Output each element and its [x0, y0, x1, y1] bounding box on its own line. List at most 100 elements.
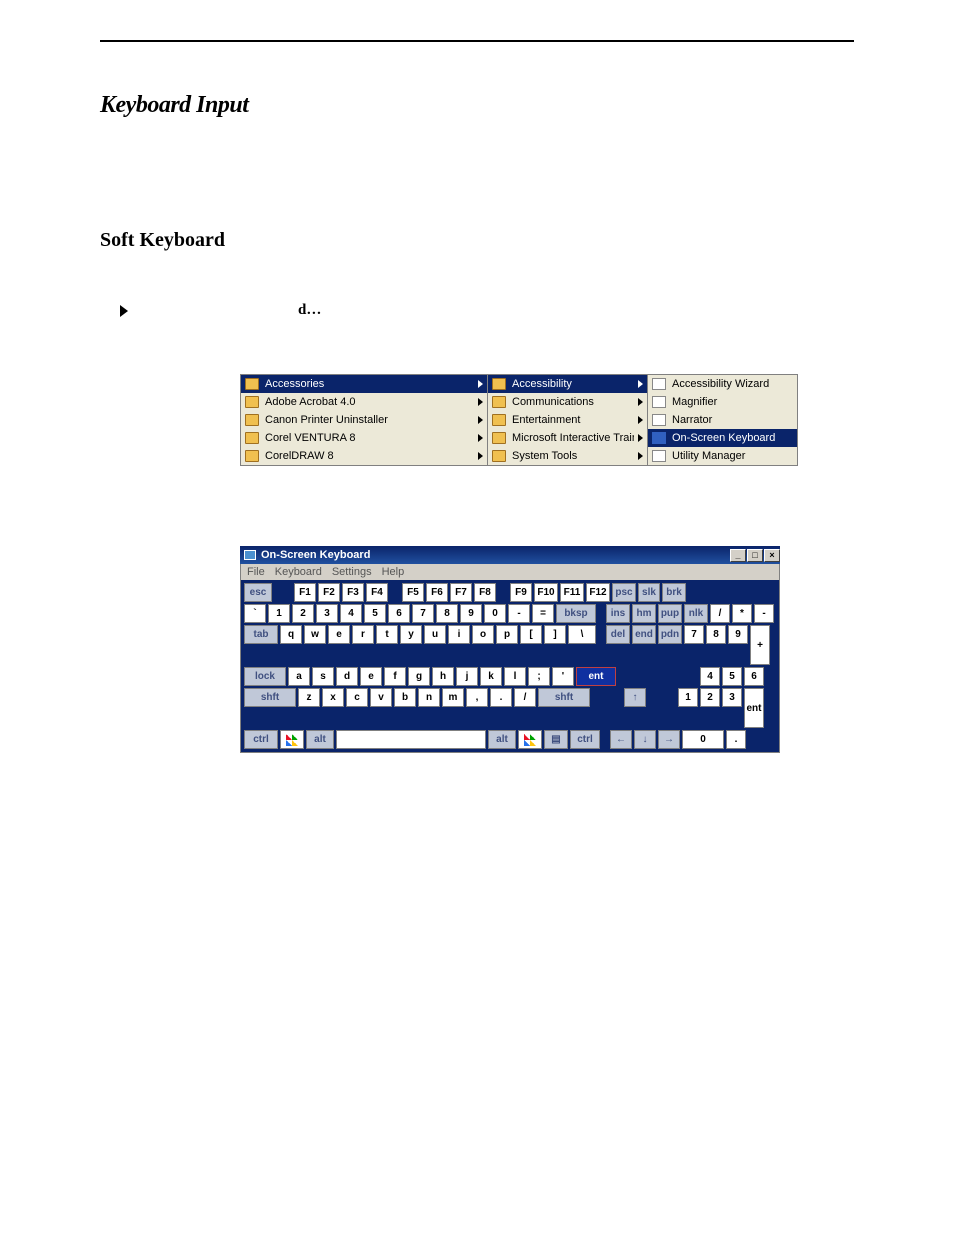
- key-bksp[interactable]: bksp: [556, 604, 596, 623]
- key-symbol[interactable]: .: [726, 730, 746, 749]
- key-symbol[interactable]: -: [508, 604, 530, 623]
- key-7[interactable]: 7: [412, 604, 434, 623]
- key-8[interactable]: 8: [436, 604, 458, 623]
- key-1[interactable]: 1: [268, 604, 290, 623]
- key-brk[interactable]: brk: [662, 583, 686, 602]
- key-F3[interactable]: F3: [342, 583, 364, 602]
- key-tab[interactable]: tab: [244, 625, 278, 644]
- key-symbol[interactable]: \: [568, 625, 596, 644]
- menu-item[interactable]: Corel VENTURA 8: [241, 429, 487, 447]
- key-ctrl[interactable]: ctrl: [244, 730, 278, 749]
- key-6[interactable]: 6: [744, 667, 764, 686]
- key-F11[interactable]: F11: [560, 583, 584, 602]
- minimize-button[interactable]: _: [730, 549, 746, 562]
- key-alt[interactable]: alt: [306, 730, 334, 749]
- key-2[interactable]: 2: [292, 604, 314, 623]
- osk-menu-item[interactable]: Help: [382, 566, 405, 578]
- key-8[interactable]: 8: [706, 625, 726, 644]
- key-F1[interactable]: F1: [294, 583, 316, 602]
- key-9[interactable]: 9: [728, 625, 748, 644]
- key-3[interactable]: 3: [722, 688, 742, 707]
- key-esc[interactable]: esc: [244, 583, 272, 602]
- key-4[interactable]: 4: [340, 604, 362, 623]
- key-alt[interactable]: alt: [488, 730, 516, 749]
- osk-menu-item[interactable]: Keyboard: [275, 566, 322, 578]
- windows-key[interactable]: [280, 730, 304, 749]
- key-w[interactable]: w: [304, 625, 326, 644]
- key-shft[interactable]: shft: [538, 688, 590, 707]
- menu-item[interactable]: Accessories: [241, 375, 487, 393]
- key-F6[interactable]: F6: [426, 583, 448, 602]
- key-5[interactable]: 5: [364, 604, 386, 623]
- key-ent[interactable]: ent: [744, 688, 764, 728]
- osk-menu-item[interactable]: File: [247, 566, 265, 578]
- menu-item[interactable]: Microsoft Interactive Training: [488, 429, 647, 447]
- key-symbol[interactable]: ': [552, 667, 574, 686]
- menu-item[interactable]: On-Screen Keyboard: [648, 429, 797, 447]
- menu-item[interactable]: CorelDRAW 8: [241, 447, 487, 465]
- key-z[interactable]: z: [298, 688, 320, 707]
- windows-key[interactable]: [518, 730, 542, 749]
- key-q[interactable]: q: [280, 625, 302, 644]
- key-lock[interactable]: lock: [244, 667, 286, 686]
- key-ctrl[interactable]: ctrl: [570, 730, 600, 749]
- key-symbol[interactable]: ←: [610, 730, 632, 749]
- osk-menu-item[interactable]: Settings: [332, 566, 372, 578]
- key-slk[interactable]: slk: [638, 583, 660, 602]
- key-symbol[interactable]: /: [710, 604, 730, 623]
- key-end[interactable]: end: [632, 625, 656, 644]
- key-o[interactable]: o: [472, 625, 494, 644]
- key-symbol[interactable]: =: [532, 604, 554, 623]
- menu-item[interactable]: Entertainment: [488, 411, 647, 429]
- key-a[interactable]: a: [288, 667, 310, 686]
- key-shft[interactable]: shft: [244, 688, 296, 707]
- key-2[interactable]: 2: [700, 688, 720, 707]
- key-space[interactable]: [336, 730, 486, 749]
- key-n[interactable]: n: [418, 688, 440, 707]
- key-F5[interactable]: F5: [402, 583, 424, 602]
- key-0[interactable]: 0: [484, 604, 506, 623]
- maximize-button[interactable]: □: [747, 549, 763, 562]
- key-nlk[interactable]: nlk: [684, 604, 708, 623]
- key-symbol[interactable]: ↑: [624, 688, 646, 707]
- key-F7[interactable]: F7: [450, 583, 472, 602]
- menu-item[interactable]: System Tools: [488, 447, 647, 465]
- key-ent[interactable]: ent: [576, 667, 616, 686]
- menu-item[interactable]: Accessibility Wizard: [648, 375, 797, 393]
- key-6[interactable]: 6: [388, 604, 410, 623]
- key-F10[interactable]: F10: [534, 583, 558, 602]
- key-F8[interactable]: F8: [474, 583, 496, 602]
- menu-item[interactable]: Canon Printer Uninstaller: [241, 411, 487, 429]
- key-symbol[interactable]: -: [754, 604, 774, 623]
- key-y[interactable]: y: [400, 625, 422, 644]
- key-0[interactable]: 0: [682, 730, 724, 749]
- key-9[interactable]: 9: [460, 604, 482, 623]
- key-F4[interactable]: F4: [366, 583, 388, 602]
- menu-item[interactable]: Narrator: [648, 411, 797, 429]
- key-g[interactable]: g: [408, 667, 430, 686]
- menu-item[interactable]: Magnifier: [648, 393, 797, 411]
- menu-item[interactable]: Utility Manager: [648, 447, 797, 465]
- key-pup[interactable]: pup: [658, 604, 682, 623]
- key-7[interactable]: 7: [684, 625, 704, 644]
- key-symbol[interactable]: /: [514, 688, 536, 707]
- key-symbol[interactable]: ,: [466, 688, 488, 707]
- key-5[interactable]: 5: [722, 667, 742, 686]
- key-f[interactable]: f: [384, 667, 406, 686]
- key-symbol[interactable]: +: [750, 625, 770, 665]
- key-symbol[interactable]: ]: [544, 625, 566, 644]
- key-e[interactable]: e: [328, 625, 350, 644]
- menu-item[interactable]: Adobe Acrobat 4.0: [241, 393, 487, 411]
- menu-item[interactable]: Accessibility: [488, 375, 647, 393]
- key-F12[interactable]: F12: [586, 583, 610, 602]
- key-4[interactable]: 4: [700, 667, 720, 686]
- key-pdn[interactable]: pdn: [658, 625, 682, 644]
- key-e[interactable]: e: [360, 667, 382, 686]
- close-button[interactable]: ×: [764, 549, 780, 562]
- key-d[interactable]: d: [336, 667, 358, 686]
- key-t[interactable]: t: [376, 625, 398, 644]
- key-symbol[interactable]: .: [490, 688, 512, 707]
- key-psc[interactable]: psc: [612, 583, 636, 602]
- key-symbol[interactable]: →: [658, 730, 680, 749]
- key-h[interactable]: h: [432, 667, 454, 686]
